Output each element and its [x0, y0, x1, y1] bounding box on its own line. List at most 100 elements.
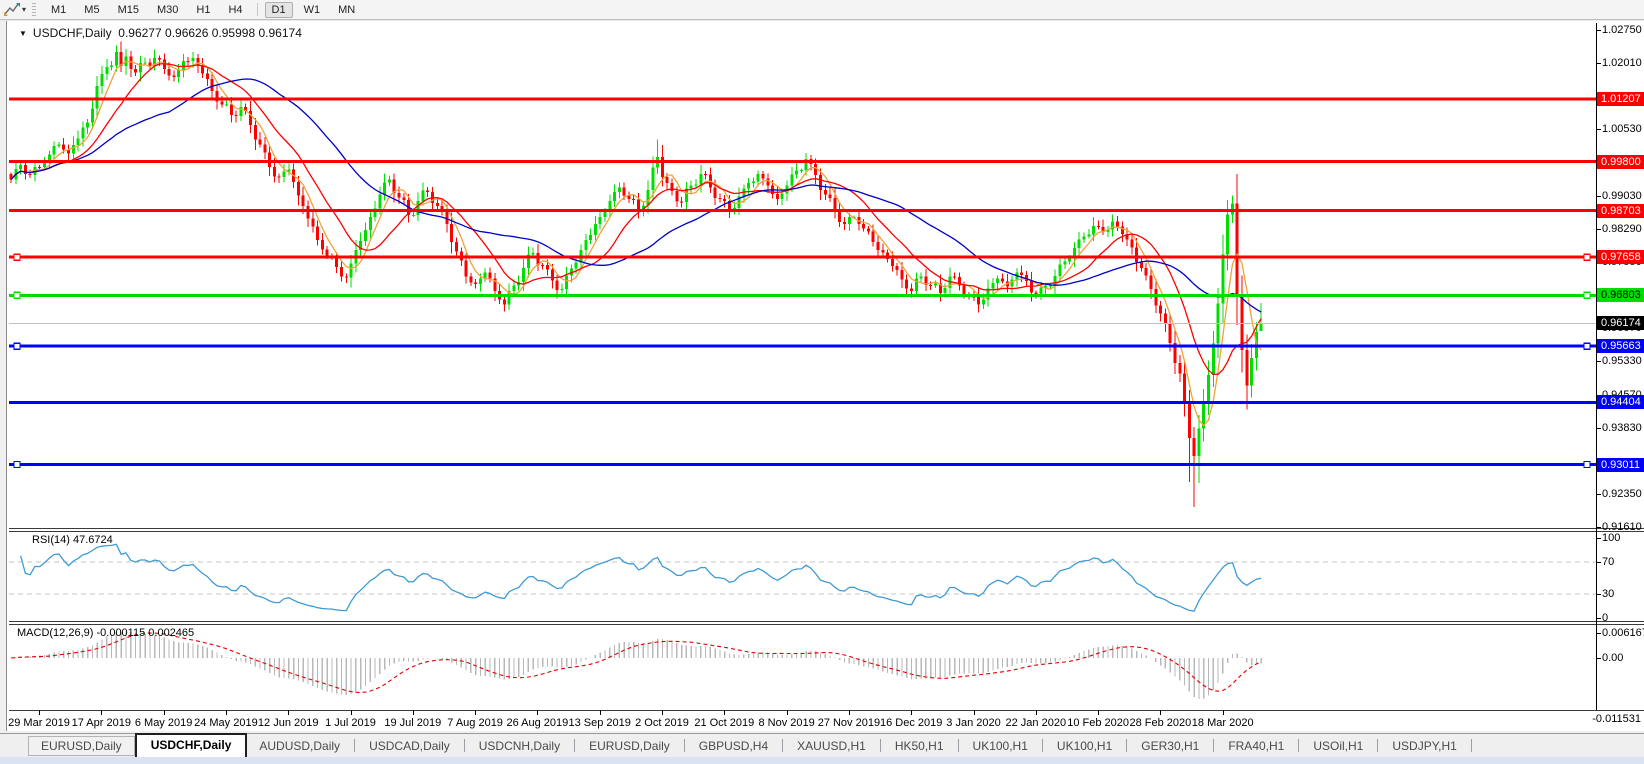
price-tick: [1596, 427, 1601, 429]
chart-tab-audusd-daily[interactable]: AUDUSD,Daily: [259, 738, 341, 753]
pane-divider[interactable]: [9, 528, 1644, 529]
date-tick: [101, 710, 103, 715]
pane-divider[interactable]: [9, 624, 1644, 625]
price-tick: [1596, 129, 1601, 131]
rsi-plot[interactable]: [9, 532, 1596, 621]
rsi-tick: [1596, 538, 1601, 539]
pane-divider[interactable]: [9, 621, 1644, 622]
price-tick-label: 0.99030: [1602, 189, 1642, 202]
tab-separator: [463, 739, 465, 752]
rsi-line: [19, 543, 1262, 612]
date-label: 19 Jul 2019: [384, 717, 442, 729]
date-tick: [973, 710, 975, 715]
chart-tab-usdcnh-daily[interactable]: USDCNH,Daily: [478, 738, 561, 753]
chart-tab-fra40-h1[interactable]: FRA40,H1: [1228, 738, 1285, 753]
date-tick: [1035, 710, 1037, 715]
tab-separator: [1213, 739, 1215, 752]
candles-layer: [9, 41, 1263, 507]
date-tick: [848, 710, 850, 715]
hline-price-badge: 0.98703: [1597, 203, 1644, 218]
candlestick-plot[interactable]: [9, 23, 1596, 528]
chart-tab-xauusd-h1[interactable]: XAUUSD,H1: [797, 738, 866, 753]
chart-tab-usoil-h1[interactable]: USOil,H1: [1313, 738, 1364, 753]
timeframe-button-m1[interactable]: M1: [51, 3, 67, 16]
symbol-dropdown-icon[interactable]: ▼: [19, 29, 27, 38]
chart-tab-gbpusd-h4[interactable]: GBPUSD,H4: [698, 738, 769, 753]
chart-tab-eurusd-daily[interactable]: EURUSD,Daily: [28, 735, 135, 756]
chart-tab-usdchf-daily[interactable]: USDCHF,Daily: [134, 732, 248, 757]
date-tick: [911, 710, 913, 715]
price-tick-label: 1.00530: [1602, 123, 1642, 136]
tab-separator: [1470, 739, 1472, 752]
pane-divider[interactable]: [9, 531, 1644, 532]
macd-axis-min: -0.011531: [1592, 713, 1641, 725]
date-tick: [1222, 710, 1224, 715]
date-label: 13 Sep 2019: [568, 717, 631, 729]
chart-tab-uk100-h1[interactable]: UK100,H1: [972, 738, 1028, 753]
timeframe-button-m5[interactable]: M5: [84, 3, 100, 16]
time-axis-line: [9, 710, 1644, 711]
date-tick: [1160, 710, 1162, 715]
price-tick: [1596, 527, 1601, 528]
price-tick-label: 0.91610: [1602, 521, 1642, 533]
hline-0.95663: [9, 342, 1596, 350]
hline-price-badge: 1.01207: [1597, 91, 1644, 106]
chart-tab-usdjpy-h1[interactable]: USDJPY,H1: [1392, 738, 1457, 753]
rsi-tick-label: 100: [1602, 532, 1621, 544]
date-tick: [724, 710, 726, 715]
chart-tab-usdcad-daily[interactable]: USDCAD,Daily: [369, 738, 450, 753]
macd-plot[interactable]: [9, 625, 1596, 710]
chart-tab-eurusd-daily[interactable]: EURUSD,Daily: [589, 738, 670, 753]
chart-tab-ger30-h1[interactable]: GER30,H1: [1141, 738, 1200, 753]
macd-tick: [1596, 658, 1601, 659]
price-tick-label: 0.93830: [1602, 421, 1642, 434]
current-price-badge: 0.96174: [1597, 316, 1644, 331]
timeframe-button-m15[interactable]: M15: [117, 3, 139, 16]
timeframe-buttons: M1 M5 M15 M30 H1 H4 D1 W1 MN: [42, 1, 364, 18]
price-tick: [1596, 493, 1601, 495]
moving-average-34: [10, 78, 1262, 313]
chart-window: ▼ USDCHF,Daily 0.96277 0.96626 0.95998 0.…: [6, 21, 1644, 731]
date-label: 29 Mar 2019: [8, 717, 70, 729]
price-axis-line: [1596, 23, 1597, 710]
timeframe-button-mn[interactable]: MN: [338, 3, 356, 16]
date-label: 8 Nov 2019: [758, 717, 815, 729]
date-label: 27 Nov 2019: [817, 717, 881, 729]
toolbar-grip[interactable]: [32, 3, 37, 16]
date-label: 21 Oct 2019: [694, 717, 755, 729]
hline-0.96803: [9, 291, 1596, 300]
toolbar-separator: [256, 3, 258, 16]
date-tick: [225, 710, 227, 715]
timeframe-button-h1[interactable]: H1: [196, 3, 211, 16]
macd-histogram: [15, 631, 1262, 700]
hline-price-badge: 0.94404: [1597, 395, 1644, 410]
timeframe-button-h4[interactable]: H4: [228, 3, 243, 16]
date-label: 12 Jun 2019: [257, 717, 319, 729]
ohlc-low: 0.95998: [211, 26, 256, 40]
date-label: 18 Mar 2020: [1191, 717, 1254, 729]
price-tick: [1596, 361, 1601, 363]
date-tick: [537, 710, 539, 715]
chart-tab-uk100-h1[interactable]: UK100,H1: [1056, 738, 1113, 753]
timeframe-button-m30[interactable]: M30: [156, 3, 179, 16]
chart-tools-icon[interactable]: [3, 2, 21, 17]
chart-tools-dropdown-arrow[interactable]: ▾: [22, 5, 27, 14]
rsi-label: RSI(14) 47.6724: [32, 534, 113, 546]
moving-average-13: [10, 62, 1262, 376]
rsi-tick: [1596, 562, 1601, 563]
window-bottom-strip: [0, 757, 1644, 764]
timeframe-button-d1[interactable]: D1: [264, 1, 293, 18]
tab-separator: [1041, 739, 1043, 752]
timeframe-button-w1[interactable]: W1: [303, 3, 321, 16]
price-tick: [1596, 195, 1601, 197]
date-tick: [786, 710, 788, 715]
tab-separator: [1298, 739, 1300, 752]
macd-tick-label: 0.006167: [1602, 627, 1644, 639]
macd-signal-line: [10, 632, 1262, 694]
date-label: 10 Feb 2020: [1067, 717, 1129, 729]
macd-label: MACD(12,26,9) -0.000115 0.002465: [17, 627, 195, 639]
price-tick-label: 0.98290: [1602, 222, 1642, 235]
hline-price-badge: 0.97658: [1597, 250, 1644, 265]
chart-tab-hk50-h1[interactable]: HK50,H1: [894, 738, 944, 753]
